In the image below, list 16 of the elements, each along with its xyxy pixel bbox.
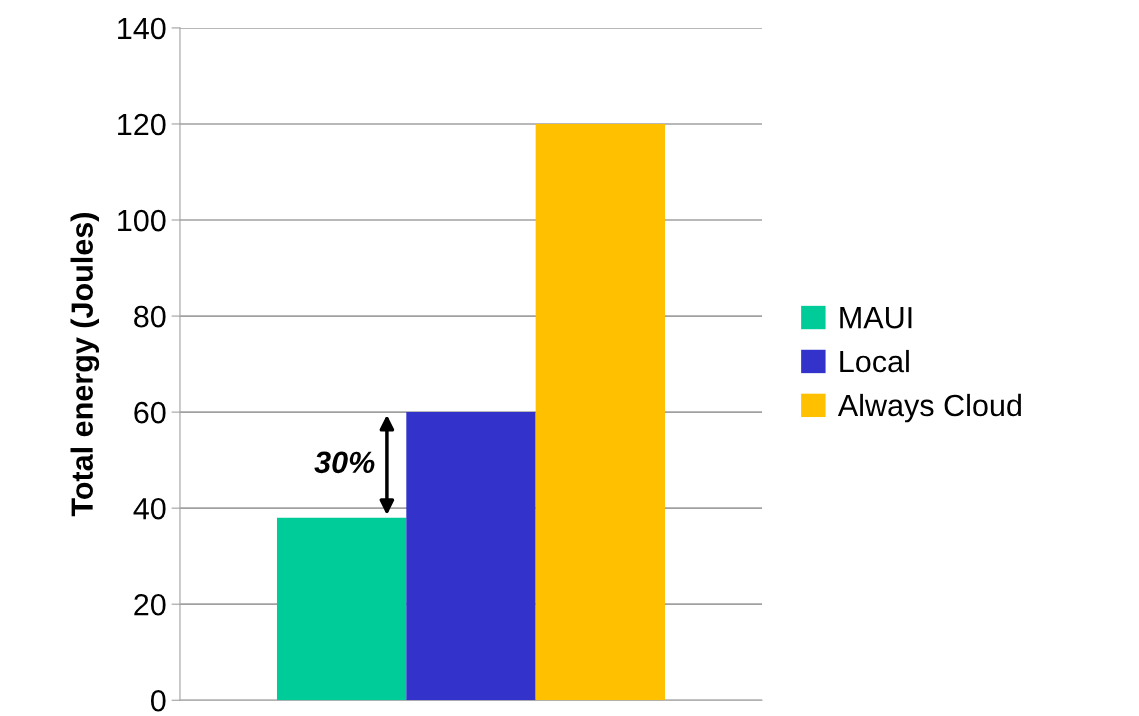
y-tick-label: 100 bbox=[118, 209, 166, 232]
y-tick-label: 140 bbox=[118, 17, 166, 40]
y-tick-label: 60 bbox=[134, 401, 166, 424]
bar bbox=[535, 123, 665, 701]
y-axis-title: Total energy (Joules) bbox=[70, 213, 100, 517]
y-tick-label: 0 bbox=[150, 689, 166, 712]
annotation: 30% bbox=[314, 451, 375, 474]
legend-label: Always Cloud bbox=[837, 393, 1021, 423]
y-tick-label: 20 bbox=[134, 593, 166, 616]
bar bbox=[406, 412, 536, 701]
legend-label: MAUI bbox=[840, 307, 912, 329]
y-tick-label: 120 bbox=[118, 113, 166, 136]
y-tick-label: 80 bbox=[134, 305, 166, 328]
legend-label: Local bbox=[840, 349, 909, 373]
bar bbox=[276, 517, 407, 701]
y-tick-label: 40 bbox=[133, 497, 166, 520]
